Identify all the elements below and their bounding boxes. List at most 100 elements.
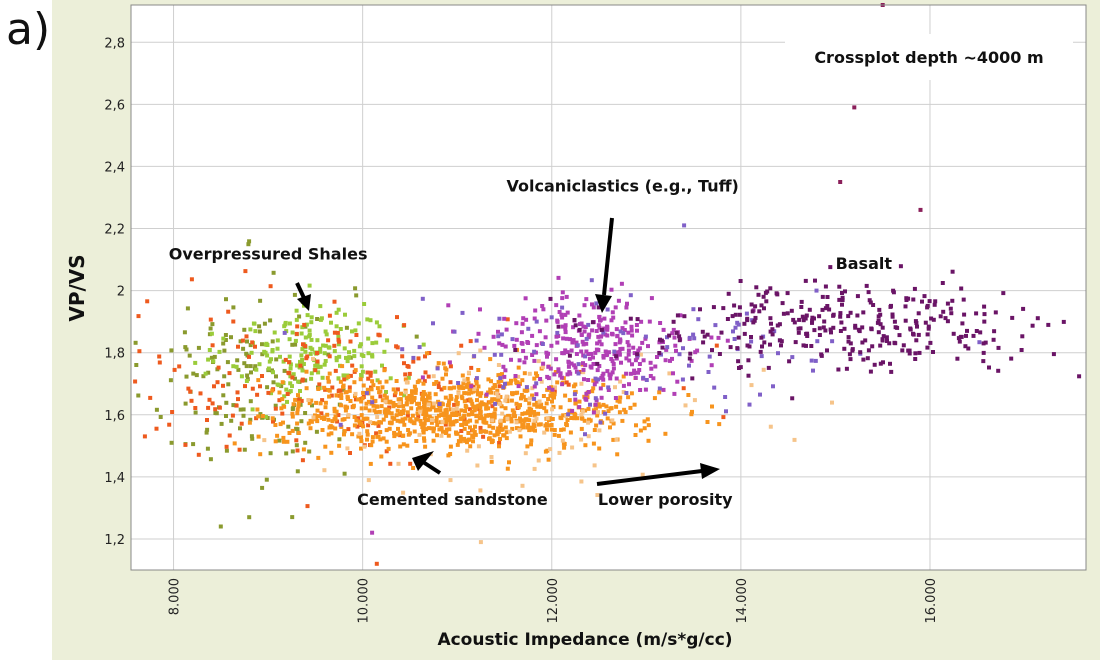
data-point <box>597 339 602 344</box>
data-point <box>822 319 827 324</box>
data-point <box>503 406 508 411</box>
data-point <box>423 444 428 449</box>
data-point <box>333 426 338 431</box>
data-point <box>626 348 631 353</box>
data-point <box>309 398 314 403</box>
data-point <box>561 324 565 329</box>
data-point <box>315 419 320 424</box>
data-point <box>624 391 629 395</box>
data-point <box>817 326 822 331</box>
data-point <box>495 432 500 437</box>
data-point <box>690 376 695 381</box>
data-point <box>335 330 340 335</box>
data-point <box>241 346 246 351</box>
data-point <box>598 334 603 339</box>
data-point <box>306 398 311 402</box>
data-point <box>469 384 474 389</box>
data-point <box>205 427 210 432</box>
data-point <box>555 318 560 323</box>
data-point <box>296 404 301 409</box>
data-point <box>189 398 194 403</box>
data-point <box>507 429 512 434</box>
data-point <box>448 380 453 385</box>
data-point <box>292 292 297 297</box>
data-point <box>579 381 584 386</box>
data-point <box>640 472 645 477</box>
data-point <box>624 356 629 361</box>
data-point <box>405 413 410 418</box>
data-point <box>1010 315 1015 320</box>
data-point <box>943 316 948 321</box>
data-point <box>745 316 750 321</box>
data-point <box>601 330 606 335</box>
data-point <box>188 389 193 394</box>
data-point <box>244 351 249 356</box>
data-point <box>945 301 950 306</box>
data-point <box>421 381 426 386</box>
data-point <box>565 372 570 377</box>
data-point <box>506 413 511 418</box>
data-point <box>369 387 374 392</box>
data-point <box>866 348 871 353</box>
data-point <box>527 428 532 433</box>
data-point <box>617 399 622 404</box>
data-point <box>610 359 615 364</box>
data-point <box>365 387 370 392</box>
data-point <box>889 369 894 374</box>
data-point <box>183 442 188 447</box>
data-point <box>298 389 302 393</box>
data-point <box>582 329 587 334</box>
data-point <box>459 343 464 348</box>
data-point <box>737 312 742 317</box>
data-point <box>871 303 876 307</box>
data-point <box>268 451 273 456</box>
data-point <box>742 321 747 326</box>
data-point <box>510 408 515 413</box>
data-point <box>791 317 796 322</box>
data-point <box>294 317 299 322</box>
data-point <box>372 408 377 413</box>
data-point <box>1019 348 1024 352</box>
data-point <box>468 339 473 344</box>
data-point <box>323 359 328 363</box>
data-point <box>279 406 284 411</box>
data-point <box>583 432 587 437</box>
data-point <box>409 419 414 424</box>
data-point <box>397 411 402 416</box>
data-point <box>810 320 814 325</box>
data-point <box>375 386 380 391</box>
data-point <box>157 360 162 365</box>
data-point <box>496 426 501 431</box>
data-point <box>337 339 342 344</box>
data-point <box>495 400 500 405</box>
data-point <box>566 382 571 387</box>
data-point <box>750 309 755 314</box>
data-point <box>354 333 359 337</box>
data-point <box>617 350 622 354</box>
data-point <box>580 416 585 421</box>
data-point <box>981 341 986 346</box>
data-point <box>295 407 300 412</box>
data-point <box>267 359 272 364</box>
data-point <box>357 431 362 436</box>
data-point <box>290 428 295 433</box>
data-point <box>617 352 622 357</box>
data-point <box>839 320 844 325</box>
data-point <box>444 427 449 432</box>
data-point <box>712 385 717 390</box>
data-point <box>368 373 373 378</box>
data-point <box>539 404 543 409</box>
data-point <box>649 296 654 301</box>
data-point <box>392 430 397 435</box>
data-point <box>864 283 869 288</box>
data-point <box>749 339 754 344</box>
data-point <box>154 426 159 431</box>
data-point <box>423 354 427 359</box>
data-point <box>567 360 571 365</box>
data-point <box>520 423 525 428</box>
data-point <box>624 371 629 376</box>
data-point <box>566 412 571 417</box>
data-point <box>368 318 373 323</box>
data-point <box>682 314 687 319</box>
data-point <box>581 370 586 375</box>
